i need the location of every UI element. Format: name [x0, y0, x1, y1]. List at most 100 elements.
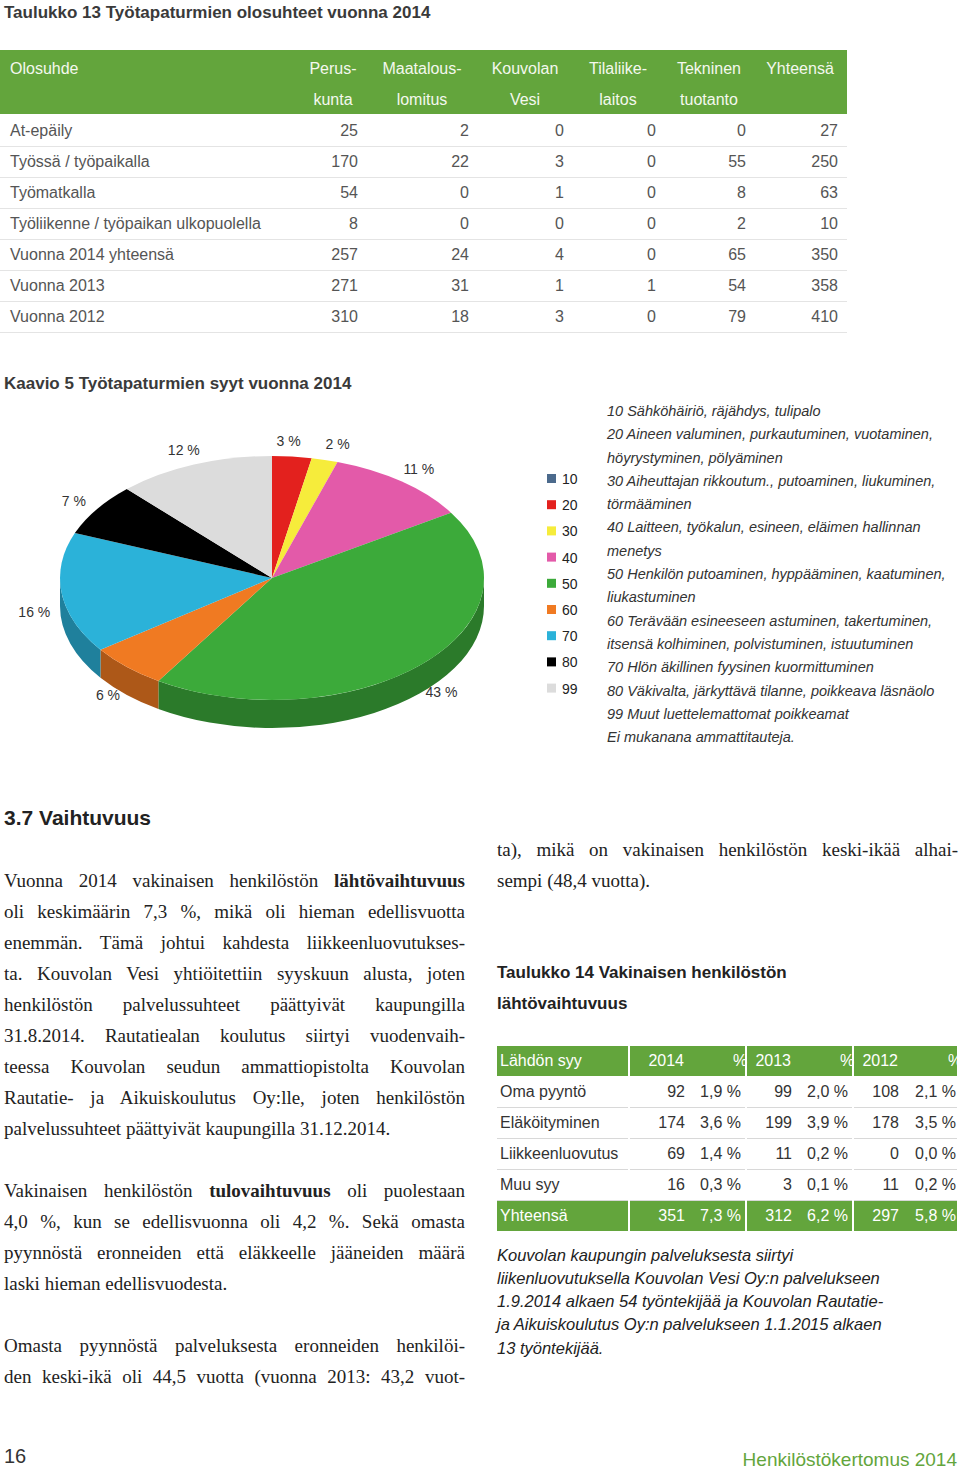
- table-cell: 24: [389, 244, 469, 266]
- legend-label: 70: [562, 628, 578, 644]
- table-cell: 22: [389, 151, 469, 173]
- table-cell: 1: [484, 275, 564, 297]
- table-cell: 27: [758, 120, 838, 142]
- legend-note: 70 Hlön äkillinen fyysinen kuormittumine…: [607, 656, 959, 679]
- note-line: ja Aikuiskoulutus Oy:n palvelukseen 1.1.…: [497, 1313, 957, 1336]
- body-line: Rautatie- ja Aikuiskoulutus Oy:lle, jote…: [4, 1084, 465, 1111]
- table-cell: 0: [576, 306, 656, 328]
- body-line: palvelussuhteet päättyivät kaupungilla 3…: [4, 1115, 465, 1142]
- note-line: Kouvolan kaupungin palveluksesta siirtyi: [497, 1244, 957, 1267]
- chart-title: Kaavio 5 Työtapaturmien syyt vuonna 2014: [4, 372, 504, 396]
- table-header-cell: 2013: [741, 1050, 791, 1072]
- body-line: Vuonna 2014 vakinaisen henkilöstön lähtö…: [4, 867, 465, 894]
- table-cell: 0,2 %: [896, 1174, 956, 1196]
- table-cell: 5,8 %: [896, 1205, 956, 1227]
- table-cell: 0: [576, 213, 656, 235]
- table-header-cell: laitos: [563, 89, 673, 111]
- data-label: 16 %: [18, 604, 50, 620]
- legend-swatch: [547, 474, 556, 483]
- table-cell: 108: [839, 1081, 899, 1103]
- body-line: sempi (48,4 vuotta).: [497, 867, 958, 894]
- table-header-cell: Tilaliike-: [563, 58, 673, 80]
- table-cell: 55: [666, 151, 746, 173]
- legend-swatch: [547, 631, 556, 640]
- column-separator: [745, 1046, 747, 1231]
- table-cell: 2,0 %: [788, 1081, 848, 1103]
- table-header-cell: %: [930, 1050, 960, 1072]
- data-label: 2 %: [326, 436, 350, 452]
- row-separator: [497, 1138, 957, 1139]
- table-cell: 310: [278, 306, 358, 328]
- table-cell: Vuonna 2014 yhteensä: [10, 244, 310, 266]
- legend-note: 60 Terävään esineeseen astuminen, takert…: [607, 610, 959, 657]
- table-cell: 3: [484, 151, 564, 173]
- table-cell: Työliikenne / työpaikan ulkopuolella: [10, 213, 310, 235]
- body-line: 4,0 %, kun se edellisvuonna oli 4,2 %. S…: [4, 1208, 465, 1235]
- table-cell: 18: [389, 306, 469, 328]
- body-line: 31.8.2014. Rautatiealan koulutus siirtyi…: [4, 1022, 465, 1049]
- legend-swatch: [547, 657, 556, 666]
- table-cell: Vuonna 2013: [10, 275, 310, 297]
- legend-label: 30: [562, 523, 578, 539]
- body-line: ta), mikä on vakinaisen henkilöstön kesk…: [497, 836, 958, 863]
- legend-swatch: [547, 579, 556, 588]
- table-cell: 0: [576, 244, 656, 266]
- legend-swatch: [547, 553, 556, 562]
- table-cell: 0: [484, 120, 564, 142]
- legend-note: 10 Sähköhäiriö, räjähdys, tulipalo: [607, 400, 959, 423]
- data-label: 6 %: [96, 687, 120, 703]
- legend-label: 99: [562, 681, 578, 697]
- legend-swatch: [547, 526, 556, 535]
- table-cell: 3,6 %: [681, 1112, 741, 1134]
- table-cell: 11: [732, 1143, 792, 1165]
- section-heading: 3.7 Vaihtuvuus: [4, 803, 304, 832]
- table-header-cell: Kouvolan: [470, 58, 580, 80]
- table-cell: 31: [389, 275, 469, 297]
- legend-note: 40 Laitteen, työkalun, esineen, eläimen …: [607, 516, 959, 563]
- table-cell: 6,2 %: [788, 1205, 848, 1227]
- table-header-cell: Tekninen: [654, 58, 764, 80]
- table-cell: 2: [389, 120, 469, 142]
- legend-swatch: [547, 684, 556, 693]
- table-cell: 297: [839, 1205, 899, 1227]
- table-cell: 10: [758, 213, 838, 235]
- table-cell: Työssä / työpaikalla: [10, 151, 310, 173]
- table-cell: Liikkeenluovutus: [500, 1143, 630, 1165]
- table-cell: 54: [278, 182, 358, 204]
- legend-note: 30 Aiheuttajan rikkoutum., putoaminen, l…: [607, 470, 959, 517]
- row-separator: [0, 239, 847, 240]
- table-cell: 11: [839, 1174, 899, 1196]
- bold-term: tulovaihtuvuus: [209, 1180, 330, 1201]
- table-cell: 99: [732, 1081, 792, 1103]
- legend-note: 50 Henkilön putoaminen, hyppääminen, kaa…: [607, 563, 959, 610]
- legend-note: 99 Muut luettelemattomat poikkeamat: [607, 703, 959, 726]
- table-header-cell: lomitus: [367, 89, 477, 111]
- legend-note: 20 Aineen valuminen, purkautuminen, vuot…: [607, 423, 959, 470]
- row-separator: [0, 146, 847, 147]
- table-cell: 351: [625, 1205, 685, 1227]
- table-cell: Oma pyyntö: [500, 1081, 630, 1103]
- table-cell: 4: [484, 244, 564, 266]
- table-cell: 250: [758, 151, 838, 173]
- row-separator: [497, 1107, 957, 1108]
- page-number: 16: [4, 1442, 64, 1466]
- legend-swatch: [547, 605, 556, 614]
- table-cell: 410: [758, 306, 838, 328]
- table-title: Taulukko 14 Vakinaisen henkilöstön: [497, 961, 937, 985]
- table-header-cell: kunta: [278, 89, 388, 111]
- table-cell: 0: [576, 182, 656, 204]
- table-cell: 271: [278, 275, 358, 297]
- body-line: enemmän. Tämä johtui kahdesta liikkeenlu…: [4, 929, 465, 956]
- table-cell: 358: [758, 275, 838, 297]
- table-cell: 63: [758, 182, 838, 204]
- table-cell: 65: [666, 244, 746, 266]
- table-cell: 3,5 %: [896, 1112, 956, 1134]
- table-cell: 199: [732, 1112, 792, 1134]
- legend-notes: 10 Sähköhäiriö, räjähdys, tulipalo20 Ain…: [607, 400, 959, 749]
- table-cell: 0,2 %: [788, 1143, 848, 1165]
- legend-swatch: [547, 500, 556, 509]
- body-line: laski hieman edellisvuodesta.: [4, 1270, 465, 1297]
- table-cell: Eläköityminen: [500, 1112, 630, 1134]
- table-cell: 178: [839, 1112, 899, 1134]
- row-separator: [0, 208, 847, 209]
